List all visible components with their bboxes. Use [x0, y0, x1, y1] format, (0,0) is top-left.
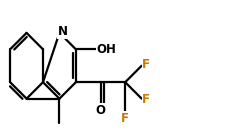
- Text: F: F: [142, 93, 150, 106]
- Text: F: F: [121, 112, 129, 125]
- Text: OH: OH: [96, 43, 116, 56]
- Text: N: N: [57, 25, 67, 38]
- Text: O: O: [95, 104, 105, 117]
- Text: F: F: [142, 58, 150, 71]
